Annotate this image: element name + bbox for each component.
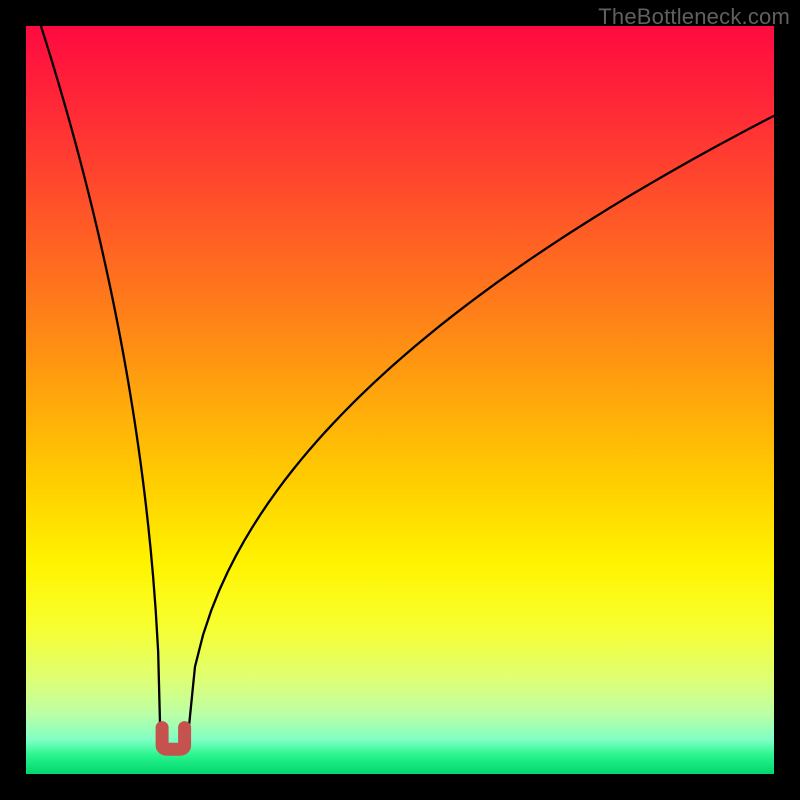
curve-layer: [26, 26, 774, 774]
watermark-text: TheBottleneck.com: [598, 4, 790, 30]
bottleneck-curve: [41, 26, 774, 748]
minimum-marker: [162, 728, 185, 750]
chart-container: TheBottleneck.com: [0, 0, 800, 800]
plot-area: [26, 26, 774, 774]
